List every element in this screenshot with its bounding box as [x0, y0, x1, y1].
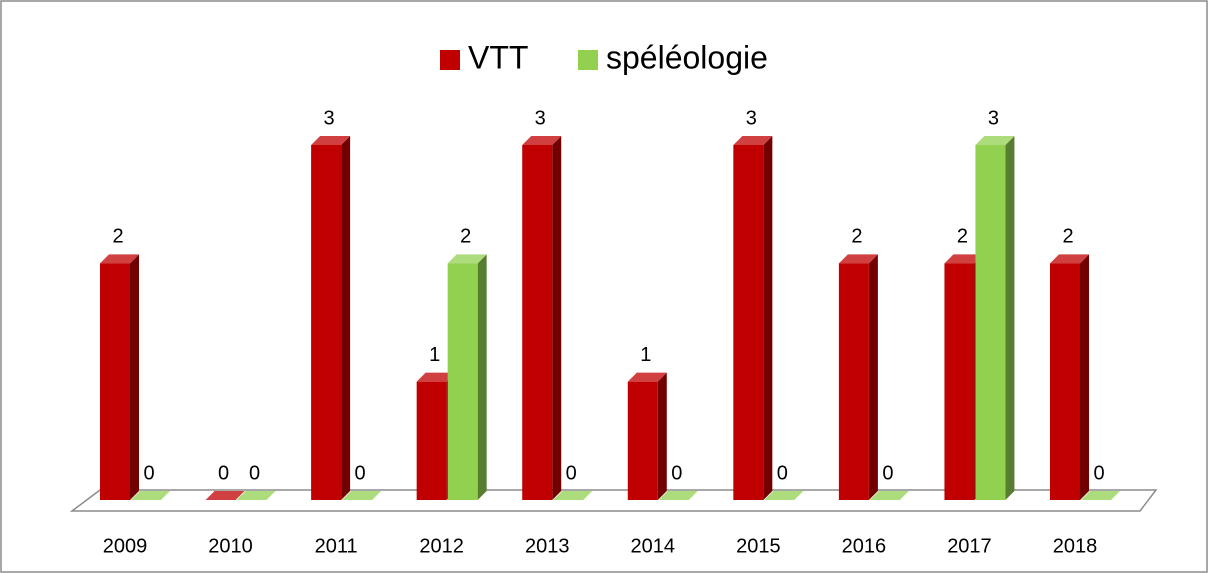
- bar-side: [763, 136, 773, 500]
- x-tick-label: 2015: [736, 535, 781, 557]
- data-label: 1: [640, 344, 651, 366]
- data-label: 3: [535, 107, 546, 129]
- x-tick-label: 2011: [315, 535, 358, 557]
- legend-swatch: [440, 50, 460, 70]
- data-label: 0: [355, 462, 366, 484]
- x-tick-label: 2014: [631, 535, 676, 557]
- data-label: 0: [671, 462, 682, 484]
- bar-top: [733, 136, 773, 145]
- data-label: 0: [143, 462, 154, 484]
- bar-side: [130, 254, 139, 500]
- bar-top: [869, 491, 909, 500]
- bar-top: [236, 491, 276, 500]
- bar-top: [447, 254, 487, 264]
- data-label: 0: [777, 462, 788, 484]
- data-label: 2: [460, 226, 471, 248]
- x-tick-label: 2012: [419, 535, 464, 557]
- data-label: 3: [988, 107, 999, 129]
- x-tick-label: 2010: [208, 535, 253, 557]
- bar: [100, 263, 130, 500]
- bar-top: [100, 254, 139, 264]
- x-tick-label: 2016: [842, 535, 887, 557]
- bar: [838, 263, 869, 500]
- bar-side: [341, 136, 351, 500]
- bar-top: [1081, 491, 1120, 500]
- bar-side: [657, 372, 667, 500]
- bar-side: [1080, 254, 1089, 500]
- data-label: 0: [249, 462, 260, 484]
- bar: [447, 263, 478, 500]
- data-label: 0: [566, 462, 577, 484]
- x-tick-label: 2009: [103, 535, 148, 557]
- x-tick-label: 2013: [525, 535, 570, 557]
- x-tick-label: 2017: [947, 535, 992, 557]
- bar-side: [477, 254, 487, 500]
- legend-label: spéléologie: [606, 39, 768, 75]
- bar-top: [764, 491, 804, 500]
- bar: [416, 381, 447, 500]
- data-label: 2: [112, 226, 123, 248]
- x-tick-label: 2018: [1053, 535, 1098, 557]
- bar: [522, 145, 553, 500]
- bar: [733, 145, 764, 500]
- legend-label: VTT: [468, 39, 528, 75]
- bar-top: [627, 372, 667, 382]
- bar-top: [658, 491, 698, 500]
- bar: [975, 145, 1006, 500]
- bar-top: [553, 491, 593, 500]
- bar-top: [416, 372, 456, 382]
- bar-top: [975, 136, 1015, 145]
- data-label: 3: [746, 107, 757, 129]
- legend-swatch: [578, 50, 598, 70]
- data-label: 1: [429, 344, 440, 366]
- bar: [311, 145, 342, 500]
- bar-side: [1005, 136, 1015, 500]
- data-label: 3: [324, 107, 335, 129]
- bar-top: [342, 491, 382, 500]
- bar: [944, 263, 975, 500]
- data-label: 2: [1062, 226, 1073, 248]
- data-label: 0: [882, 462, 893, 484]
- bar: [627, 381, 658, 500]
- bar-top: [131, 491, 170, 500]
- bar-top: [522, 136, 562, 145]
- bar-side: [868, 254, 878, 500]
- bar-top: [311, 136, 351, 145]
- bar-top: [944, 254, 984, 264]
- data-label: 0: [1093, 462, 1104, 484]
- bar-top: [838, 254, 878, 264]
- bar-side: [552, 136, 562, 500]
- bar-top: [205, 491, 245, 500]
- data-label: 2: [851, 226, 862, 248]
- data-label: 2: [957, 226, 968, 248]
- bar-top: [1050, 254, 1089, 264]
- data-label: 0: [218, 462, 229, 484]
- bar: [1050, 263, 1080, 500]
